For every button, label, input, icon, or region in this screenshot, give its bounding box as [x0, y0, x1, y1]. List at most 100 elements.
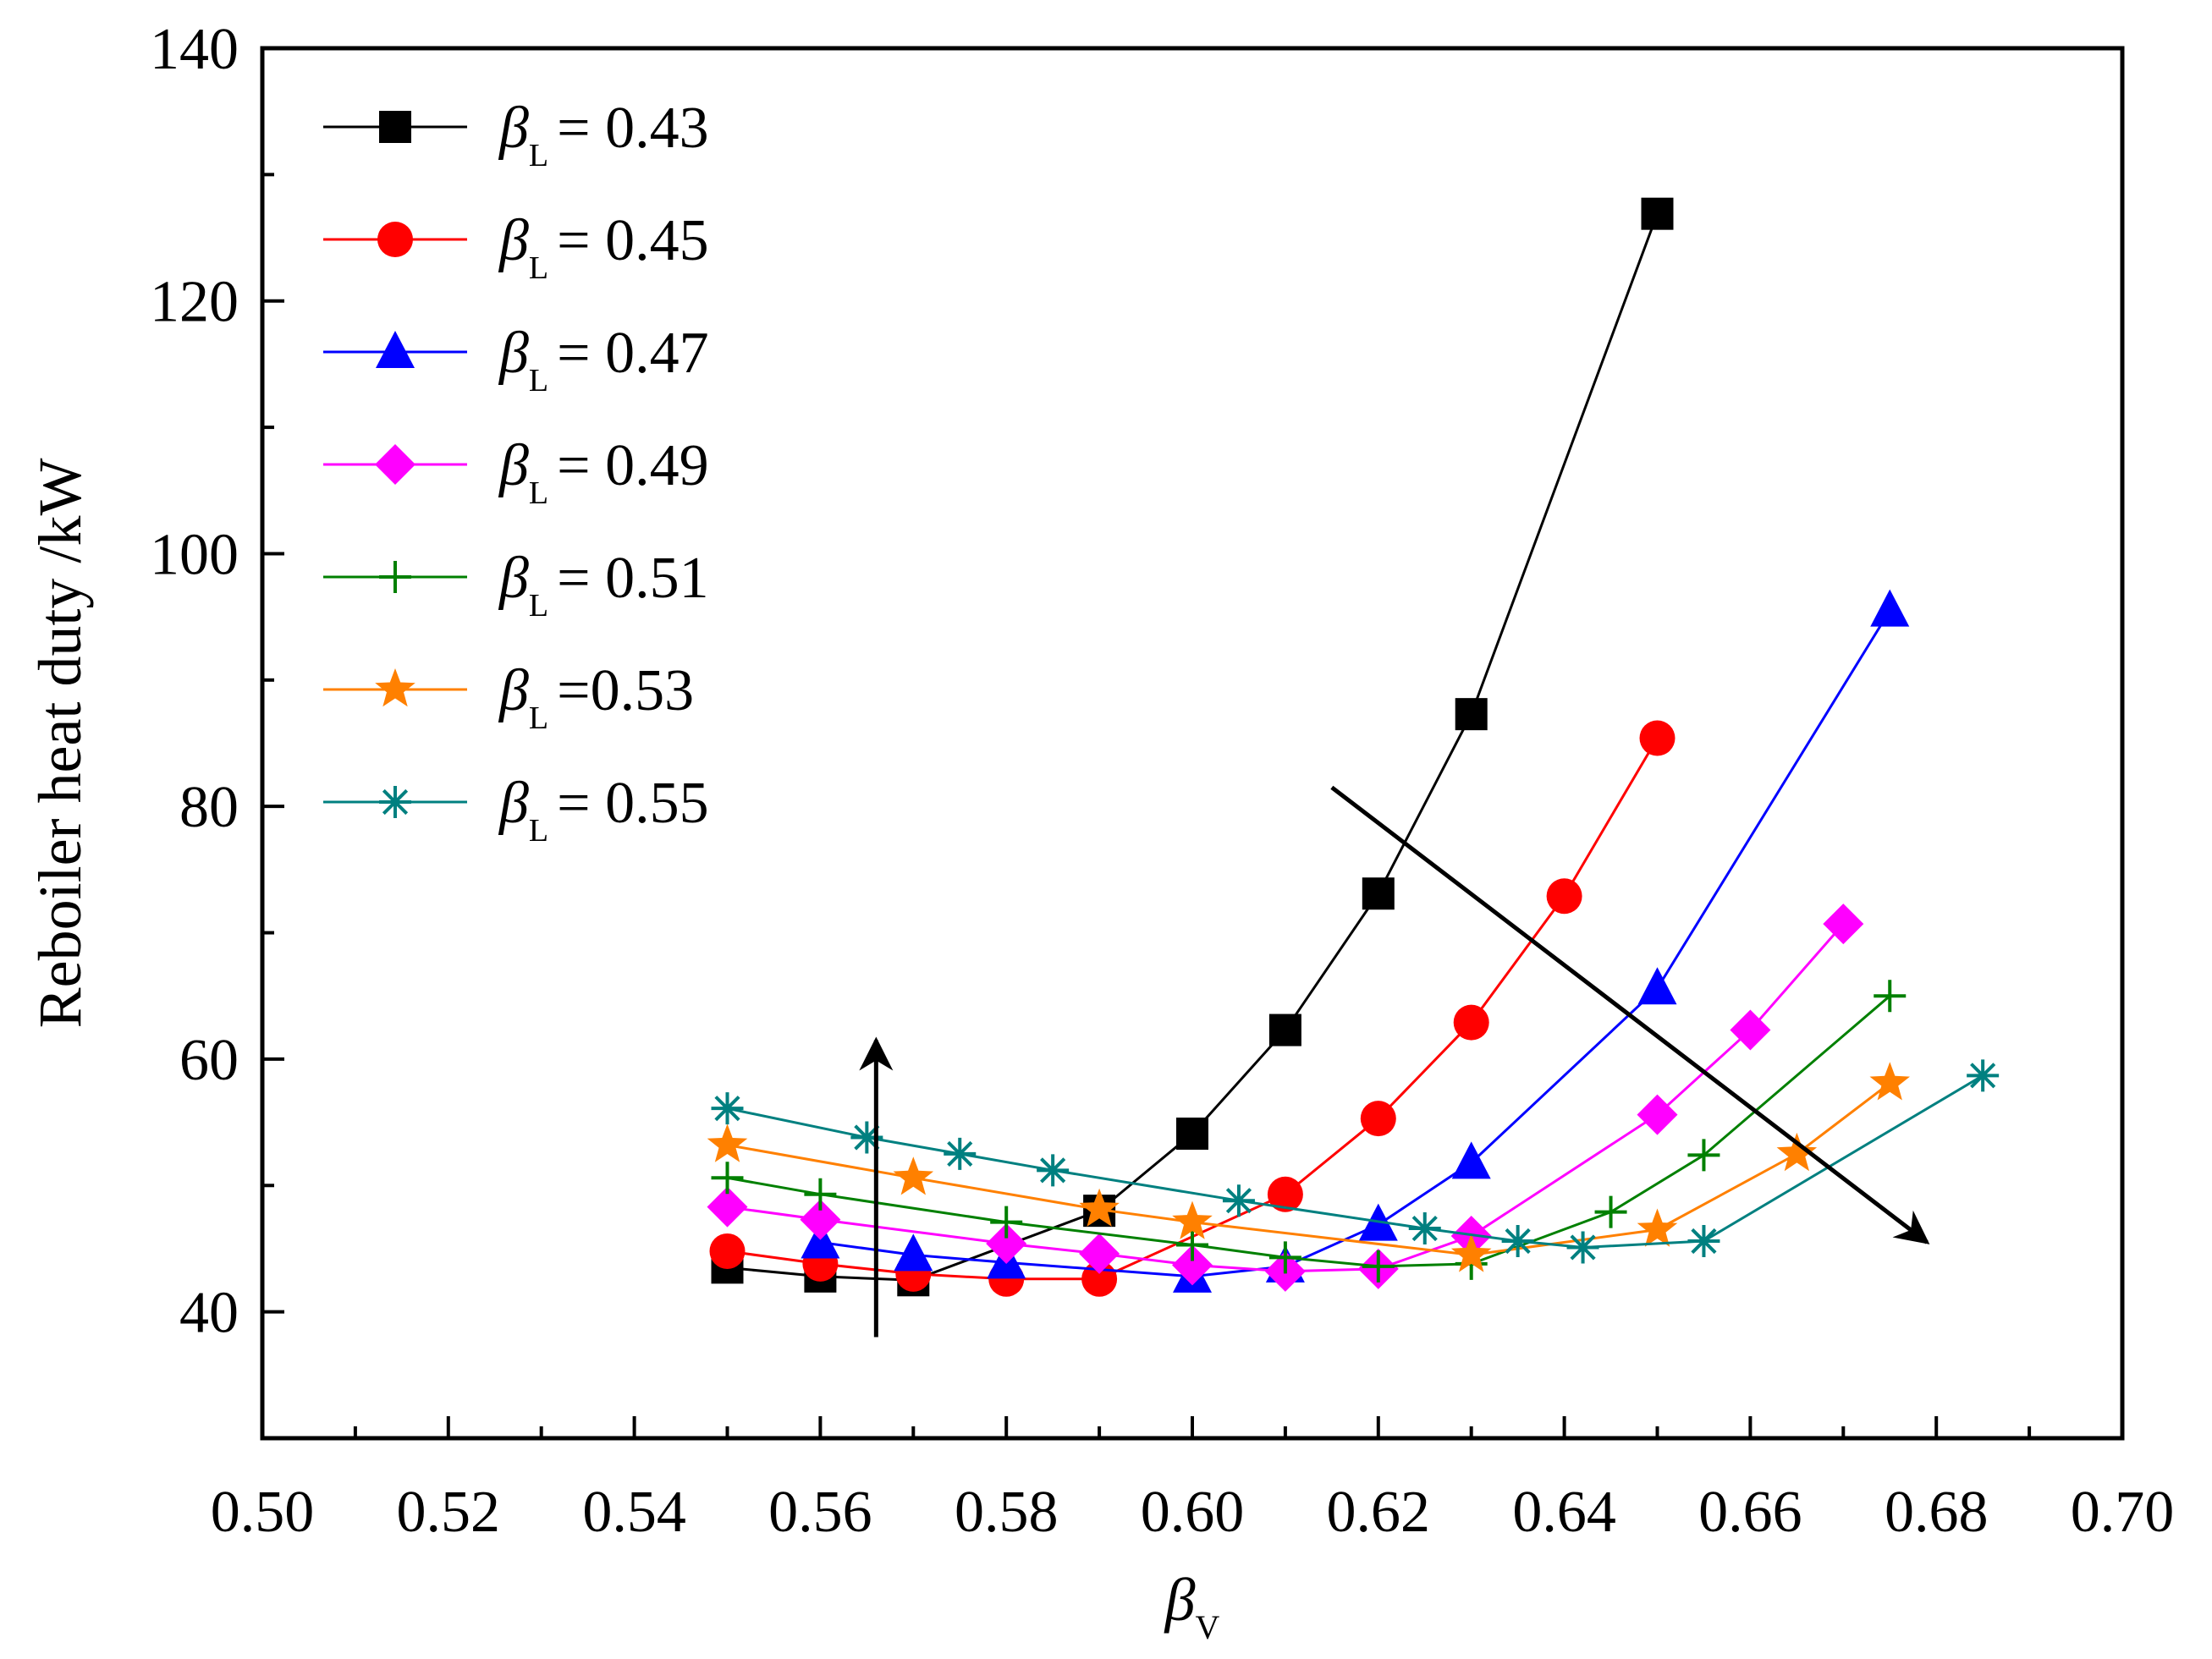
- legend-item: βL =0.53: [323, 658, 694, 736]
- data-point: [850, 1121, 883, 1154]
- legend-marker: [379, 786, 411, 818]
- x-tick-label: 0.64: [1512, 1480, 1616, 1545]
- data-point: [1967, 1059, 2000, 1092]
- legend-value: = 0.43: [557, 96, 708, 161]
- x-tick-label: 0.54: [582, 1480, 686, 1545]
- series-0: [711, 197, 1674, 1297]
- data-point: [1172, 1244, 1213, 1286]
- legend-item: βL = 0.49: [323, 433, 709, 511]
- legend-label: βL = 0.51: [498, 546, 709, 623]
- data-point: [1874, 980, 1907, 1013]
- y-tick-label: 120: [150, 270, 239, 335]
- y-tick-label: 100: [150, 522, 239, 587]
- x-tick-label: 0.68: [1885, 1480, 1989, 1545]
- y-tick-label: 80: [179, 775, 239, 840]
- data-point: [1268, 1014, 1301, 1046]
- annotation-layer: [859, 785, 1930, 1338]
- legend-item: βL = 0.43: [323, 96, 709, 173]
- series-4: [711, 980, 1907, 1283]
- legend-item: βL = 0.51: [323, 546, 709, 623]
- data-point: [1268, 1241, 1301, 1274]
- x-axis: 0.50 0.52 0.54 0.56 0.58 0.60 0.62 0.64 0.66 0.68…: [211, 1416, 2174, 1545]
- legend-item: βL = 0.55: [323, 771, 709, 849]
- legend-label: βL = 0.47: [498, 321, 709, 398]
- legend-subscript: L: [529, 700, 548, 736]
- x-tick-label: 0.50: [211, 1480, 315, 1545]
- data-point: [800, 1199, 841, 1240]
- legend-label: βL = 0.43: [498, 96, 709, 173]
- legend-marker: [377, 222, 413, 257]
- y-tick-label: 40: [179, 1281, 239, 1346]
- data-point: [986, 1222, 1027, 1264]
- y-tick-label: 140: [150, 17, 239, 82]
- data-point: [711, 1092, 744, 1125]
- legend-marker: [379, 561, 411, 593]
- data-point: [1594, 1195, 1627, 1228]
- data-point: [894, 1233, 933, 1272]
- data-point: [1776, 1132, 1818, 1172]
- data-point: [1079, 1188, 1120, 1227]
- data-point: [1451, 1141, 1491, 1179]
- legend-label: βL =0.53: [498, 658, 694, 736]
- data-point: [1360, 1101, 1396, 1137]
- series-line: [820, 609, 1891, 1278]
- data-point: [944, 1137, 977, 1170]
- x-tick-label: 0.62: [1327, 1480, 1431, 1545]
- legend-value: = 0.47: [557, 321, 708, 386]
- data-point: [711, 1162, 744, 1195]
- data-point: [1869, 1062, 1910, 1101]
- series-layer: [707, 197, 2000, 1297]
- data-point: [1172, 1200, 1213, 1239]
- series-line: [727, 1082, 1891, 1256]
- legend-label: βL = 0.55: [498, 771, 709, 849]
- data-point: [1176, 1118, 1208, 1151]
- x-axis-title: βV: [1164, 1566, 1220, 1646]
- legend-marker: [375, 668, 415, 707]
- series-line: [727, 995, 1891, 1268]
- data-point: [707, 1123, 748, 1162]
- x-axis-title-subscript: V: [1195, 1608, 1219, 1646]
- legend-value: =0.53: [557, 658, 694, 723]
- data-point: [1222, 1184, 1255, 1217]
- legend-subscript: L: [529, 138, 548, 173]
- data-point: [1687, 1139, 1720, 1172]
- series-6: [711, 1059, 2000, 1264]
- series-line: [727, 1074, 1984, 1250]
- data-point: [1637, 1094, 1678, 1135]
- arrow-down-right: [1330, 785, 1930, 1244]
- legend-symbol: β: [498, 658, 529, 723]
- y-axis-title: Reboiler heat duty /kW: [26, 459, 94, 1029]
- legend-subscript: L: [529, 250, 548, 286]
- legend-subscript: L: [529, 588, 548, 623]
- x-tick-label: 0.60: [1141, 1480, 1245, 1545]
- data-point: [1870, 589, 1910, 627]
- data-point: [1639, 720, 1676, 756]
- legend-symbol: β: [498, 208, 529, 273]
- data-point: [1637, 967, 1677, 1005]
- data-point: [1267, 1176, 1303, 1212]
- x-axis-title-symbol: β: [1164, 1566, 1196, 1634]
- data-point: [1637, 1208, 1678, 1247]
- legend-label: βL = 0.49: [498, 433, 709, 511]
- legend-symbol: β: [498, 321, 529, 386]
- data-point: [1037, 1154, 1070, 1187]
- data-point: [709, 1233, 746, 1269]
- data-point: [804, 1178, 837, 1211]
- data-point: [1546, 878, 1582, 915]
- series-5: [707, 1062, 1910, 1272]
- legend-label: βL = 0.45: [498, 208, 709, 286]
- legend-subscript: L: [529, 363, 548, 398]
- data-point: [893, 1156, 934, 1195]
- data-point: [707, 1186, 748, 1228]
- legend-marker: [379, 111, 411, 143]
- x-tick-label: 0.56: [768, 1480, 872, 1545]
- data-point: [1453, 1004, 1489, 1041]
- data-point: [1455, 698, 1488, 731]
- y-axis: 40 60 80 100 120 140: [150, 17, 284, 1440]
- data-point: [1176, 1228, 1208, 1261]
- x-tick-label: 0.66: [1698, 1480, 1802, 1545]
- legend-item: βL = 0.45: [323, 208, 709, 286]
- data-point: [1408, 1212, 1441, 1245]
- data-point: [1079, 1233, 1120, 1274]
